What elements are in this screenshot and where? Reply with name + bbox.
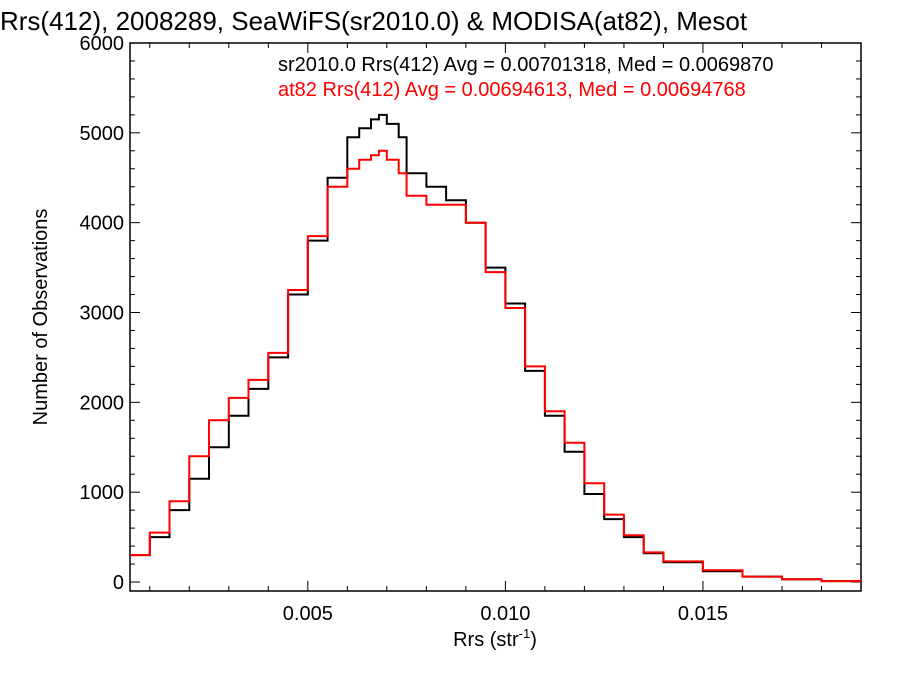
x-axis-label: Rrs (str-1)	[453, 626, 537, 651]
series-at82-line	[130, 149, 862, 583]
y-tick-label: 4000	[80, 213, 125, 235]
series-layer	[130, 113, 862, 583]
plot-border	[129, 42, 862, 592]
x-tick-label: 0.010	[480, 603, 530, 625]
y-tick-label: 5000	[80, 123, 125, 145]
y-tick-label: 2000	[80, 392, 125, 414]
x-axis-label-text: Rrs (str	[453, 629, 519, 651]
y-tick-label: 6000	[80, 33, 125, 55]
x-axis: 0.005 0.010 0.015	[149, 43, 822, 625]
plot-frame	[129, 42, 862, 592]
x-tick-label: 0.015	[678, 603, 728, 625]
y-tick-label: 3000	[80, 303, 125, 325]
x-axis-label-superscript: -1	[519, 626, 531, 641]
x-axis-label-close: )	[530, 629, 537, 651]
y-axis-label: Number of Observations	[30, 209, 52, 426]
series-sr2010-line	[130, 113, 862, 583]
x-tick-label: 0.005	[283, 603, 333, 625]
chart-title: Rrs(412), 2008289, SeaWiFS(sr2010.0) & M…	[0, 6, 748, 36]
y-axis: 0 1000 2000 3000 4000 5000 6000	[80, 33, 861, 594]
annotation-at82: at82 Rrs(412) Avg = 0.00694613, Med = 0.…	[278, 79, 746, 101]
y-tick-label: 0	[113, 572, 124, 594]
annotation-sr2010: sr2010.0 Rrs(412) Avg = 0.00701318, Med …	[278, 54, 774, 76]
y-tick-label: 1000	[80, 482, 125, 504]
